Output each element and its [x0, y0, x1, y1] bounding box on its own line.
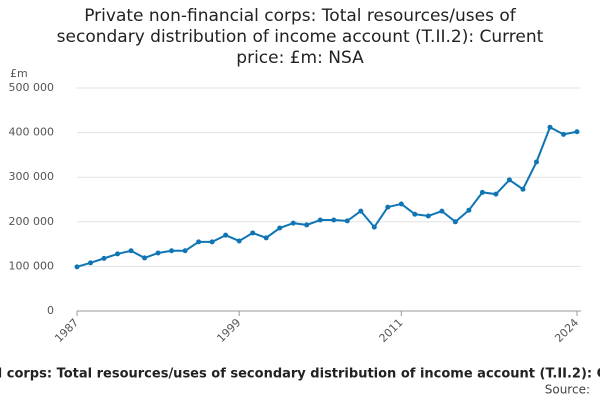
chart-title: Private non-financial corps: Total resou…	[56, 6, 544, 68]
point	[439, 208, 445, 214]
point	[101, 255, 107, 261]
point	[398, 201, 404, 207]
footer-title: ial corps: Total resources/uses of secon…	[0, 367, 600, 382]
point	[331, 217, 337, 223]
x-tick-label: 2011	[377, 316, 406, 345]
point	[74, 264, 80, 270]
point	[196, 239, 202, 245]
point	[506, 177, 512, 183]
y-tick-label: 200 000	[9, 215, 55, 228]
point	[155, 250, 161, 256]
point	[560, 131, 566, 137]
point	[223, 232, 229, 238]
point	[88, 260, 94, 266]
point	[250, 230, 256, 236]
point	[385, 204, 391, 210]
x-tick-label: 1987	[52, 316, 81, 345]
point	[182, 248, 188, 254]
point	[358, 208, 364, 214]
point	[466, 207, 472, 213]
y-tick-label: 100 000	[9, 259, 55, 272]
y-tick-label: 0	[47, 304, 54, 317]
point	[493, 191, 499, 197]
point	[412, 211, 418, 217]
point	[263, 235, 269, 241]
point	[520, 186, 526, 192]
point	[115, 251, 121, 257]
point	[169, 248, 175, 254]
line	[76, 125, 578, 268]
point	[425, 213, 431, 219]
y-tick-label: 400 000	[9, 126, 55, 139]
point	[547, 124, 553, 130]
x-tick-label: 1999	[214, 316, 243, 345]
point	[344, 218, 350, 224]
point	[574, 129, 580, 135]
y-tick-label: 500 000	[9, 81, 55, 94]
point	[128, 248, 134, 254]
point	[277, 225, 283, 231]
point	[452, 219, 458, 225]
point	[142, 255, 148, 261]
y-unit: £m	[10, 67, 28, 80]
point	[533, 159, 539, 165]
point	[236, 238, 242, 244]
point	[304, 222, 310, 228]
point	[479, 189, 485, 195]
x-tick-label: 2024	[552, 316, 581, 345]
y-tick-label: 300 000	[9, 170, 55, 183]
point	[317, 217, 323, 223]
point	[209, 239, 215, 245]
source: Source:	[545, 383, 590, 397]
point	[290, 220, 296, 226]
point	[371, 224, 377, 230]
